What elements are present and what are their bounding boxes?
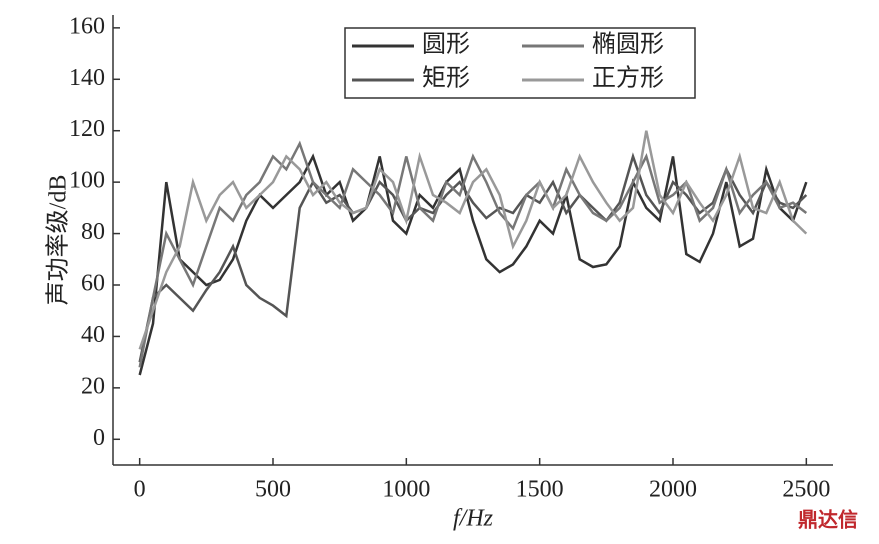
series-line	[138, 140, 808, 368]
y-tick-label: 60	[81, 271, 105, 297]
legend-label: 矩形	[422, 65, 470, 92]
y-tick-label: 120	[69, 116, 105, 142]
x-tick-label: 1000	[382, 477, 430, 503]
x-tick-label: 0	[134, 477, 146, 503]
y-tick-label: 20	[81, 373, 105, 399]
y-tick-label: 100	[69, 168, 105, 194]
legend-label: 正方形	[592, 65, 664, 92]
y-tick-label: 80	[81, 219, 105, 245]
x-tick-label: 500	[255, 477, 291, 503]
x-axis-label: f/Hz	[453, 506, 494, 532]
series-line	[138, 153, 808, 376]
y-tick-label: 140	[69, 65, 105, 91]
legend-label: 椭圆形	[592, 31, 664, 58]
x-tick-label: 2500	[782, 477, 830, 503]
y-tick-label: 160	[69, 13, 105, 39]
y-tick-label: 40	[81, 322, 105, 348]
legend-box	[344, 27, 696, 99]
legend-label: 圆形	[422, 31, 470, 58]
x-tick-label: 1500	[516, 477, 564, 503]
x-tick-label: 2000	[649, 477, 697, 503]
watermark: 鼎达信	[798, 508, 858, 532]
series-line	[138, 152, 808, 363]
series-line	[138, 130, 808, 350]
y-tick-label: 0	[93, 425, 105, 451]
y-axis-label: 声功率级/dB	[45, 175, 72, 306]
